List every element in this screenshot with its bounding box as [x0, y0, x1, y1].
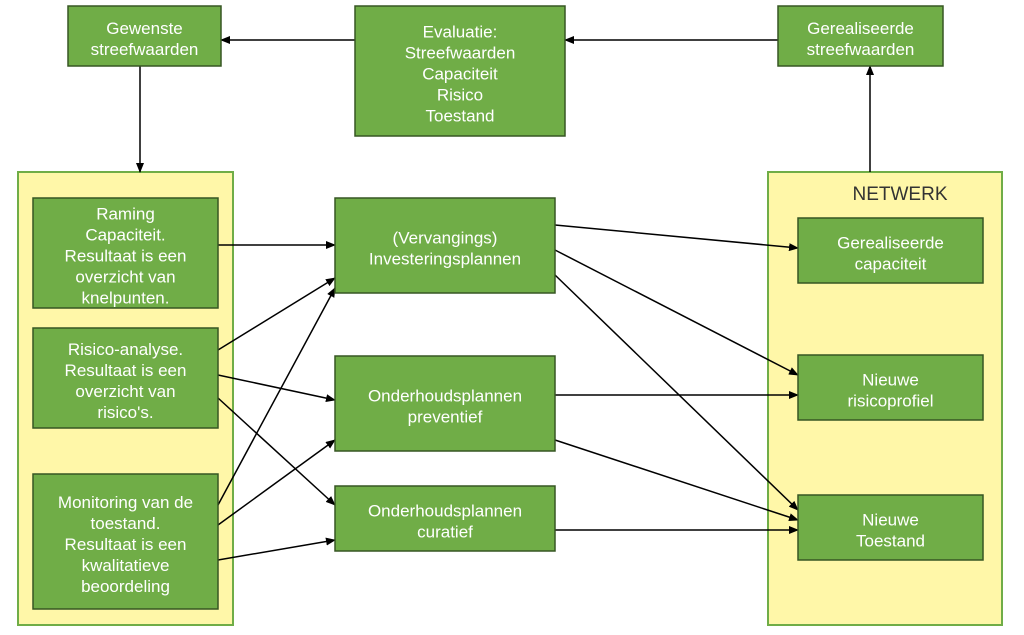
node-label-curatief-line0: Onderhoudsplannen: [368, 502, 522, 521]
node-label-monitoring-line3: kwalitatieve: [82, 556, 170, 575]
node-label-preventief-line1: preventief: [408, 408, 483, 427]
node-label-gewenste-line0: Gewenste: [106, 19, 183, 38]
node-toestand: Nieuwe Toestand: [798, 495, 983, 560]
node-capaciteit: Gerealiseerde capaciteit: [798, 218, 983, 283]
node-raming: Raming Capaciteit. Resultaat is een overzic…: [33, 198, 218, 308]
node-label-evaluatie-line3: Risico: [437, 86, 483, 105]
node-label-risico-line3: risico's.: [97, 403, 153, 422]
node-label-raming-line4: knelpunten.: [82, 289, 170, 308]
node-label-risico-line0: Risico-analyse.: [68, 340, 183, 359]
node-label-toestand-line1: Toestand: [856, 532, 925, 551]
node-gereal-str: Gerealiseerde streefwaarden: [778, 6, 943, 66]
node-label-evaluatie-line0: Evaluatie:: [423, 23, 498, 42]
node-evaluatie: Evaluatie: Streefwaarden Capaciteit Risico T…: [355, 6, 565, 136]
node-preventief: Onderhoudsplannen preventief: [335, 356, 555, 451]
edge-invest-to-risicoprof: [555, 250, 798, 375]
edge-invest-to-capaciteit: [555, 225, 798, 248]
node-risico: Risico-analyse. Resultaat is een overzicht…: [33, 328, 218, 428]
node-label-raming-line0: Raming: [96, 205, 155, 224]
node-label-raming-line1: Capaciteit.: [85, 226, 165, 245]
node-label-evaluatie-line4: Toestand: [426, 107, 495, 126]
node-label-toestand-line0: Nieuwe: [862, 511, 919, 530]
node-label-capaciteit-line1: capaciteit: [855, 255, 927, 274]
node-label-evaluatie-line1: Streefwaarden: [405, 44, 516, 63]
node-label-raming-line3: overzicht van: [75, 268, 175, 287]
node-label-monitoring-line2: Resultaat is een: [65, 535, 187, 554]
node-label-risico-line1: Resultaat is een: [65, 361, 187, 380]
node-label-curatief-line1: curatief: [417, 523, 473, 542]
node-label-gereal-str-line1: streefwaarden: [807, 40, 915, 59]
edge-risico-to-curatief: [218, 398, 335, 505]
edge-monitoring-to-curatief: [218, 540, 335, 560]
node-label-preventief-line0: Onderhoudsplannen: [368, 387, 522, 406]
node-label-invest-line0: (Vervangings): [393, 229, 498, 248]
edge-monitoring-to-preventief: [218, 440, 335, 525]
container-title-right-container: NETWERK: [853, 184, 948, 205]
node-curatief: Onderhoudsplannen curatief: [335, 486, 555, 551]
node-risicoprof: Nieuwe risicoprofiel: [798, 355, 983, 420]
node-label-monitoring-line1: toestand.: [91, 514, 161, 533]
node-label-risico-line2: overzicht van: [75, 382, 175, 401]
node-label-monitoring-line0: Monitoring van de: [58, 493, 193, 512]
node-label-risicoprof-line1: risicoprofiel: [848, 392, 934, 411]
node-monitoring: Monitoring van de toestand. Resultaat is e…: [33, 474, 218, 609]
node-gewenste: Gewenste streefwaarden: [68, 6, 221, 66]
edge-risico-to-invest: [218, 278, 335, 350]
node-invest: (Vervangings) Investeringsplannen: [335, 198, 555, 293]
node-label-invest-line1: Investeringsplannen: [369, 250, 521, 269]
node-label-gereal-str-line0: Gerealiseerde: [807, 19, 914, 38]
node-label-monitoring-line4: beoordeling: [81, 577, 170, 596]
edge-invest-to-toestand: [555, 275, 798, 510]
edge-preventief-to-toestand: [555, 440, 798, 520]
flowchart-canvas: NETWERK Gewenste streefwaarden Evaluatie: S…: [0, 0, 1024, 635]
node-label-gewenste-line1: streefwaarden: [91, 40, 199, 59]
node-label-raming-line2: Resultaat is een: [65, 247, 187, 266]
node-label-evaluatie-line2: Capaciteit: [422, 65, 498, 84]
node-label-capaciteit-line0: Gerealiseerde: [837, 234, 944, 253]
node-label-risicoprof-line0: Nieuwe: [862, 371, 919, 390]
